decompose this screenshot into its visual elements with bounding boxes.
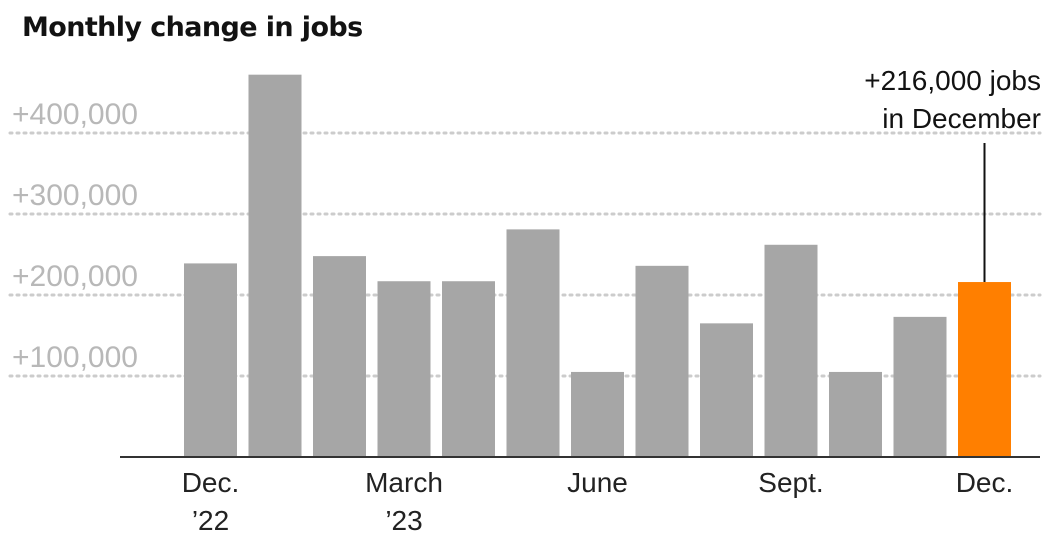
bar: [635, 265, 689, 457]
y-axis-tick-labels: +100,000 +200,000 +300,000 +400,000: [12, 98, 138, 374]
x-tick-label: Dec.: [956, 467, 1014, 498]
annotation: +216,000 jobs in December: [864, 65, 1041, 283]
annotation-label: +216,000 jobs: [864, 65, 1041, 96]
x-tick-label: ’23: [385, 505, 422, 536]
x-tick-label: June: [567, 467, 628, 498]
x-tick-label: Sept.: [758, 467, 823, 498]
x-tick-label: Dec.: [182, 467, 240, 498]
x-tick-label: March: [365, 467, 443, 498]
bar: [248, 74, 302, 458]
y-tick-label: +200,000: [12, 260, 138, 293]
annotation-label: in December: [882, 103, 1041, 134]
bar: [764, 244, 818, 457]
x-axis-tick-labels: Dec. ’22 March ’23 June Sept. Dec.: [182, 467, 1014, 536]
bar: [700, 323, 753, 457]
y-tick-label: +400,000: [12, 98, 138, 131]
bars: [184, 74, 1011, 458]
bar: [377, 281, 431, 457]
bar: [442, 281, 495, 457]
bar: [506, 229, 560, 457]
y-tick-label: +100,000: [12, 341, 138, 374]
x-tick-label: ’22: [192, 505, 229, 536]
bar: [893, 316, 947, 457]
bar: [184, 263, 237, 457]
bar: [829, 371, 882, 457]
chart-title: Monthly change in jobs: [22, 12, 363, 43]
bar: [313, 256, 366, 457]
bar: [571, 371, 624, 457]
bar-highlight: [958, 282, 1011, 457]
y-tick-label: +300,000: [12, 179, 138, 212]
